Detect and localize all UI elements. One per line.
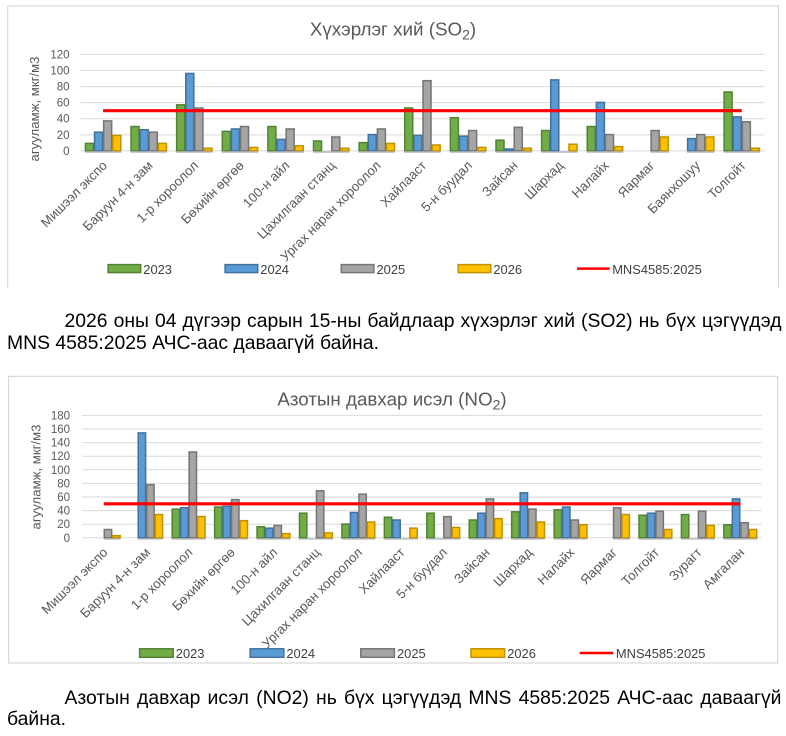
svg-text:100: 100 — [50, 66, 69, 78]
svg-text:Налайх: Налайх — [534, 544, 577, 587]
svg-text:80: 80 — [57, 478, 70, 490]
svg-text:Яармаг: Яармаг — [615, 158, 658, 201]
svg-text:Толгойт: Толгойт — [705, 158, 749, 202]
svg-text:Зайсан: Зайсан — [479, 158, 521, 200]
svg-text:Яармаг: Яармаг — [577, 545, 620, 588]
svg-text:120: 120 — [50, 49, 69, 61]
svg-text:Хүхэрлэг хий (SO2): Хүхэрлэг хий (SO2) — [310, 19, 476, 43]
svg-text:20: 20 — [57, 519, 70, 531]
svg-text:2023: 2023 — [143, 262, 172, 277]
svg-text:Налайх: Налайх — [569, 158, 612, 201]
svg-text:агууламж, мкг/м3: агууламж, мкг/м3 — [29, 425, 44, 530]
svg-text:Шархад: Шархад — [522, 158, 567, 203]
svg-text:Амгалан: Амгалан — [700, 545, 747, 592]
svg-text:40: 40 — [57, 506, 70, 518]
svg-text:100: 100 — [51, 465, 70, 477]
svg-text:Азотын давхар исэл (NO2): Азотын давхар исэл (NO2) — [277, 389, 506, 413]
svg-text:2026: 2026 — [493, 262, 522, 277]
svg-text:агууламж, мкг/м3: агууламж, мкг/м3 — [27, 57, 42, 162]
svg-text:Цахилгаан станц: Цахилгаан станц — [239, 544, 323, 628]
svg-text:0: 0 — [64, 533, 70, 545]
svg-text:60: 60 — [57, 98, 70, 110]
svg-text:20: 20 — [57, 130, 70, 142]
svg-text:Толгойт: Толгойт — [618, 545, 662, 589]
svg-text:2026: 2026 — [507, 646, 536, 661]
svg-text:140: 140 — [51, 438, 70, 450]
svg-text:2024: 2024 — [260, 262, 289, 277]
svg-text:0: 0 — [63, 146, 69, 158]
svg-text:60: 60 — [57, 492, 70, 504]
svg-text:MNS4585:2025: MNS4585:2025 — [616, 646, 706, 661]
svg-text:2025: 2025 — [377, 262, 406, 277]
svg-text:Зайсан: Зайсан — [451, 545, 493, 587]
svg-text:160: 160 — [51, 424, 70, 436]
svg-text:80: 80 — [57, 82, 70, 94]
svg-text:2024: 2024 — [286, 646, 315, 661]
svg-text:120: 120 — [51, 451, 70, 463]
svg-text:40: 40 — [57, 114, 70, 126]
svg-text:2025: 2025 — [397, 646, 426, 661]
svg-text:MNS4585:2025: MNS4585:2025 — [612, 262, 702, 277]
svg-text:Цахилгаан станц: Цахилгаан станц — [254, 158, 338, 242]
svg-text:Шархад: Шархад — [490, 545, 535, 590]
svg-text:Зурагт: Зурагт — [666, 545, 705, 584]
svg-text:2023: 2023 — [176, 646, 205, 661]
svg-text:180: 180 — [51, 410, 70, 422]
